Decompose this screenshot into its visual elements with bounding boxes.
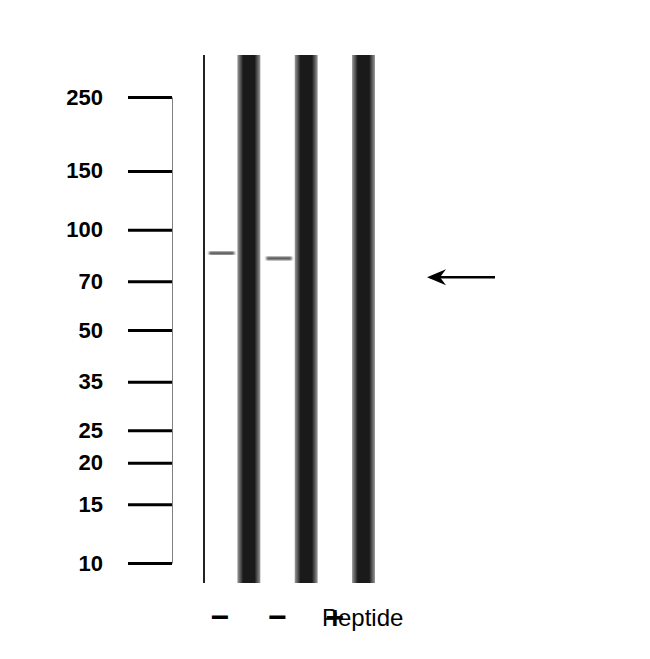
tick-mark: [128, 503, 172, 506]
tick-label: 10: [79, 551, 103, 576]
y-axis: 10 15 20 25 35 50 70 100 150 250: [66, 85, 172, 576]
figure: 10152025355070100150250−−+Peptide: [0, 0, 650, 659]
tick-mark: [128, 381, 172, 384]
tick-label: 250: [66, 85, 103, 110]
tick: 15: [79, 492, 172, 517]
tick: 35: [79, 369, 172, 394]
x-label: Peptide: [322, 604, 403, 631]
tick-mark: [128, 170, 172, 173]
tick: 250: [66, 85, 172, 110]
tick-label: 150: [66, 158, 103, 183]
tick: 150: [66, 158, 172, 183]
tick: 50: [79, 318, 172, 343]
tick: 100: [66, 217, 172, 242]
band: [266, 257, 291, 260]
tick-mark: [128, 96, 172, 99]
tick-label: 35: [79, 369, 103, 394]
arrow: [427, 269, 495, 285]
arrow-head: [427, 269, 446, 285]
tick-mark: [128, 429, 172, 432]
tick-label: 50: [79, 318, 103, 343]
tick-mark: [128, 229, 172, 232]
tick: 20: [79, 450, 172, 475]
bands: [209, 252, 292, 260]
tick-label: 20: [79, 450, 103, 475]
tick-label: 100: [66, 217, 103, 242]
tick-label: 70: [79, 269, 103, 294]
tick: 10: [79, 551, 172, 576]
tick-mark: [128, 280, 172, 283]
tick-mark: [128, 562, 172, 565]
axis-line: [172, 98, 173, 564]
tick-label: 25: [79, 418, 103, 443]
tick: 25: [79, 418, 172, 443]
lane-label: −: [211, 599, 230, 635]
tick: 70: [79, 269, 172, 294]
blot: [203, 55, 375, 583]
lane-label: −: [268, 599, 287, 635]
lane-separator: [295, 55, 318, 583]
tick-mark: [128, 462, 172, 465]
tick-mark: [128, 329, 172, 332]
lane-edge: [203, 55, 205, 583]
tick-label: 15: [79, 492, 103, 517]
lane-separator: [352, 55, 375, 583]
lane-separator: [237, 55, 260, 583]
band: [209, 252, 234, 255]
